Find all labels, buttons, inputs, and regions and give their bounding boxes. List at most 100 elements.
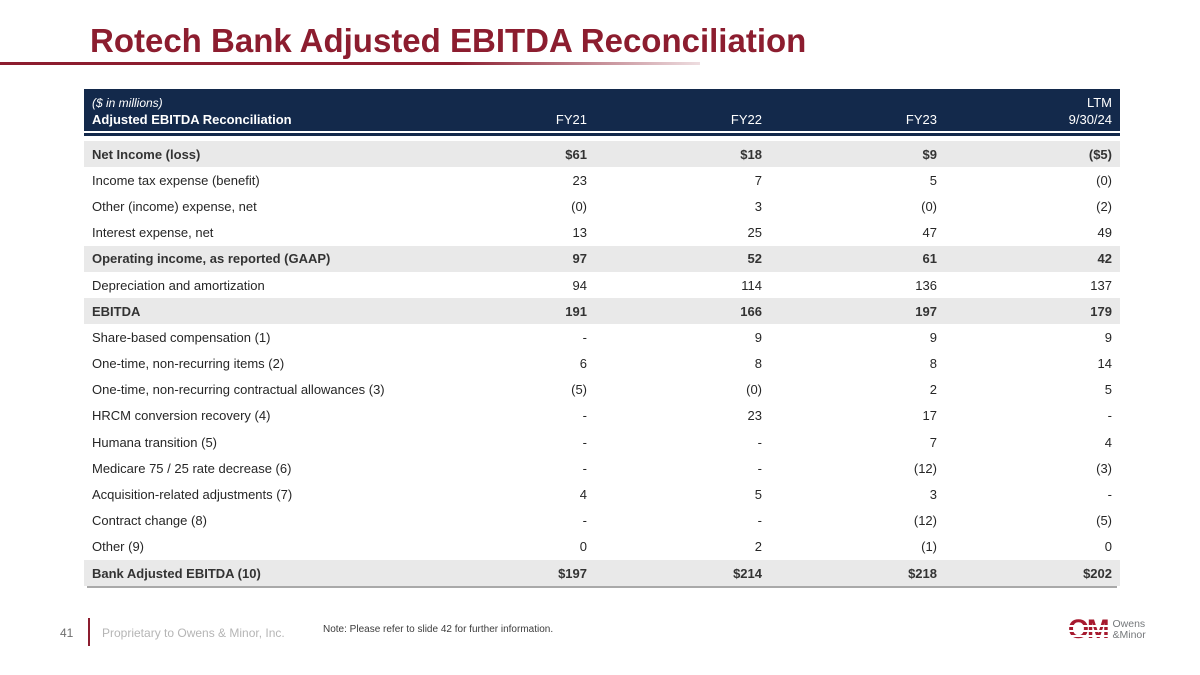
- row-value-fy23: 5: [929, 172, 937, 188]
- row-value-fy21: 0: [579, 539, 587, 555]
- row-value-ltm: (3): [1096, 460, 1112, 476]
- row-value-fy22: 23: [747, 408, 762, 424]
- row-value-fy22: 166: [740, 303, 762, 319]
- logo-stripe: [1067, 625, 1109, 627]
- footnote-text: Note: Please refer to slide 42 for furth…: [323, 624, 554, 635]
- table-row: Humana transition (5) - - 7 4: [84, 429, 1120, 456]
- row-label: Share-based compensation (1): [92, 329, 271, 345]
- row-value-ltm: 5: [1104, 382, 1112, 398]
- row-value-fy23: 136: [915, 277, 937, 293]
- row-label: Humana transition (5): [92, 434, 217, 450]
- logo-monogram: OM: [1067, 614, 1109, 644]
- row-value-fy23: $218: [908, 565, 937, 581]
- logo-stripe: [1067, 635, 1109, 637]
- logo-line1: Owens: [1112, 617, 1146, 630]
- column-header-fy23: FY23: [905, 112, 937, 127]
- row-value-fy23: 2: [929, 382, 937, 398]
- row-label: One-time, non-recurring contractual allo…: [92, 382, 385, 398]
- row-value-fy23: (12): [913, 460, 937, 476]
- row-value-fy22: 3: [754, 198, 762, 214]
- row-value-fy22: $18: [740, 146, 762, 162]
- row-value-ltm: 14: [1097, 356, 1112, 372]
- table-row: Net Income (loss) $61 $18 $9 ($5): [84, 141, 1120, 168]
- column-header-fy21: FY21: [555, 112, 587, 127]
- row-value-fy22: -: [757, 513, 762, 529]
- row-label: Net Income (loss): [92, 146, 201, 162]
- row-value-fy23: 8: [929, 356, 937, 372]
- row-label: HRCM conversion recovery (4): [92, 408, 271, 424]
- ebitda-reconciliation-table: ($ in millions) LTM Adjusted EBITDA Reco…: [84, 89, 1120, 587]
- row-value-fy21: -: [582, 329, 587, 345]
- row-value-fy21: 6: [579, 356, 587, 372]
- table-row: One-time, non-recurring contractual allo…: [84, 376, 1120, 403]
- column-header-fy22: FY22: [730, 112, 762, 127]
- row-value-fy22: 114: [741, 277, 762, 293]
- row-value-ltm: (5): [1096, 513, 1112, 529]
- row-value-fy23: (0): [921, 198, 937, 214]
- row-value-fy21: 13: [572, 225, 587, 241]
- row-label: Interest expense, net: [92, 225, 214, 241]
- table-header-row-top: ($ in millions) LTM: [84, 94, 1120, 111]
- row-value-ltm: 179: [1090, 303, 1112, 319]
- logo-wordmark: Owens &Minor: [1112, 617, 1146, 641]
- row-label: One-time, non-recurring items (2): [92, 356, 285, 372]
- footer-divider: [88, 618, 90, 646]
- row-value-ltm: -: [1107, 487, 1112, 503]
- table-header-row-bottom: Adjusted EBITDA Reconciliation FY21 FY22…: [84, 111, 1120, 128]
- table-header-label: Adjusted EBITDA Reconciliation: [92, 112, 292, 127]
- page-title: Rotech Bank Adjusted EBITDA Reconciliati…: [90, 22, 807, 59]
- table-header: ($ in millions) LTM Adjusted EBITDA Reco…: [84, 89, 1120, 133]
- row-value-fy23: 197: [915, 303, 937, 319]
- row-label: Income tax expense (benefit): [92, 172, 260, 188]
- row-value-fy21: (0): [571, 198, 587, 214]
- title-underline: [0, 62, 700, 65]
- row-value-fy22: -: [757, 460, 762, 476]
- row-value-ltm: ($5): [1088, 146, 1112, 162]
- row-value-ltm: 0: [1104, 539, 1112, 555]
- row-value-fy21: 191: [565, 303, 587, 319]
- table-row: Other (9) 0 2 (1) 0: [84, 533, 1120, 560]
- table-row: Bank Adjusted EBITDA (10) $197 $214 $218…: [84, 560, 1120, 587]
- page-number: 41: [60, 626, 74, 640]
- row-value-fy23: 9: [929, 329, 937, 345]
- row-value-ltm: -: [1107, 408, 1112, 424]
- row-label: Bank Adjusted EBITDA (10): [92, 565, 261, 581]
- table-row: Other (income) expense, net (0) 3 (0) (2…: [84, 193, 1120, 220]
- logo-stripe: [1067, 630, 1109, 632]
- logo-line2: &Minor: [1112, 628, 1146, 641]
- header-bottom-rule: [84, 133, 1120, 136]
- row-label: Other (9): [92, 539, 145, 555]
- row-value-fy22: 2: [754, 539, 762, 555]
- row-label: EBITDA: [92, 303, 141, 319]
- row-value-ltm: 9: [1104, 329, 1112, 345]
- row-value-ltm: 137: [1090, 277, 1112, 293]
- row-value-fy21: (5): [571, 382, 587, 398]
- table-row: Interest expense, net 13 25 47 49: [84, 219, 1120, 246]
- row-value-fy21: $197: [558, 565, 587, 581]
- table-row: Medicare 75 / 25 rate decrease (6) - - (…: [84, 455, 1120, 482]
- row-value-ltm: (0): [1096, 172, 1112, 188]
- table-row: EBITDA 191 166 197 179: [84, 298, 1120, 325]
- row-value-fy21: 94: [572, 277, 587, 293]
- row-value-fy23: (12): [913, 513, 937, 529]
- row-value-fy22: -: [757, 434, 762, 450]
- row-value-ltm: (2): [1096, 198, 1112, 214]
- row-value-fy22: 9: [754, 329, 762, 345]
- row-label: Acquisition-related adjustments (7): [92, 487, 293, 503]
- row-value-fy23: 7: [929, 434, 937, 450]
- row-value-fy21: -: [582, 408, 587, 424]
- row-value-fy23: $9: [922, 146, 937, 162]
- table-row: Share-based compensation (1) - 9 9 9: [84, 324, 1120, 351]
- table-row: Income tax expense (benefit) 23 7 5 (0): [84, 167, 1120, 194]
- row-value-fy21: 4: [579, 487, 587, 503]
- row-value-fy23: 17: [922, 408, 937, 424]
- owens-minor-logo: OM Owens &Minor: [1067, 614, 1146, 644]
- row-value-fy22: (0): [746, 382, 762, 398]
- slide-footer: 41 Proprietary to Owens & Minor, Inc. No…: [0, 610, 1200, 660]
- row-value-ltm: $202: [1083, 565, 1112, 581]
- units-note: ($ in millions): [92, 95, 163, 110]
- row-label: Other (income) expense, net: [92, 198, 257, 214]
- row-value-fy22: 7: [754, 172, 762, 188]
- row-value-fy21: 97: [572, 251, 587, 267]
- row-value-fy22: $214: [733, 565, 762, 581]
